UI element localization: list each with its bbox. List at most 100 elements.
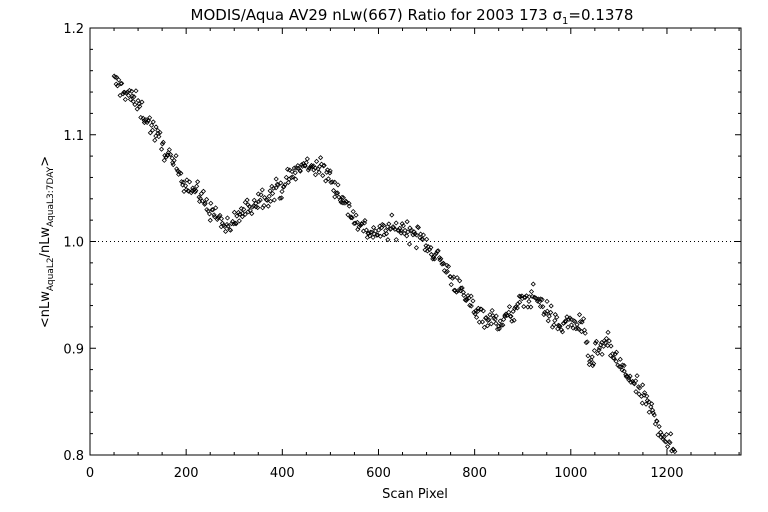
- data-point: [554, 314, 560, 320]
- data-point: [428, 251, 434, 258]
- data-point: [258, 192, 264, 198]
- data-point: [472, 311, 478, 317]
- data-point: [584, 339, 590, 345]
- data-point: [487, 312, 493, 318]
- data-point: [646, 409, 652, 415]
- data-point: [267, 188, 273, 194]
- data-point: [654, 418, 660, 424]
- data-point: [161, 157, 167, 163]
- data-point: [153, 124, 159, 130]
- data-point: [180, 179, 186, 185]
- data-point: [335, 182, 341, 188]
- data-point: [464, 296, 470, 302]
- data-point: [493, 313, 499, 319]
- data-point: [579, 319, 585, 325]
- data-point: [644, 393, 650, 399]
- y-axis-label-lt: <: [38, 317, 53, 328]
- data-point: [278, 180, 284, 186]
- data-point: [132, 102, 138, 108]
- data-point: [332, 179, 338, 185]
- data-point: [528, 289, 535, 295]
- data-point: [116, 77, 122, 83]
- data-point: [339, 194, 345, 200]
- data-point: [153, 133, 159, 139]
- data-point: [526, 298, 532, 304]
- data-point: [656, 423, 662, 430]
- data-point: [557, 323, 563, 329]
- data-point: [249, 204, 256, 210]
- data-point: [612, 351, 618, 357]
- x-tick-label: 1200: [650, 466, 683, 481]
- y-tick-label: 1.1: [63, 129, 84, 144]
- data-point: [492, 316, 498, 322]
- data-point: [150, 127, 156, 133]
- data-point: [353, 212, 359, 218]
- data-point: [256, 198, 262, 205]
- data-point: [199, 198, 205, 204]
- data-point: [214, 216, 220, 222]
- data-point: [512, 305, 518, 312]
- data-point: [668, 431, 674, 437]
- data-point: [150, 119, 156, 125]
- data-point: [411, 229, 417, 235]
- data-point: [648, 404, 654, 410]
- data-point: [224, 215, 231, 221]
- data-point: [613, 349, 620, 355]
- data-point: [585, 353, 591, 359]
- data-point: [523, 293, 530, 299]
- data-point: [493, 320, 499, 326]
- data-point: [381, 232, 387, 238]
- chart-title-main: MODIS/Aqua AV29 nLw(667) Ratio for 2003 …: [191, 6, 553, 24]
- data-point: [125, 92, 132, 98]
- data-point: [236, 218, 242, 224]
- data-point: [655, 432, 661, 438]
- data-point: [165, 152, 171, 158]
- x-axis: 0 200 400 600 800 1000 1200: [86, 28, 740, 481]
- data-point: [398, 228, 404, 234]
- data-point: [374, 232, 380, 238]
- data-point: [568, 316, 574, 322]
- data-point: [207, 217, 213, 223]
- x-tick-label: 600: [366, 466, 391, 481]
- chart-title: MODIS/Aqua AV29 nLw(667) Ratio for 2003 …: [191, 6, 634, 27]
- data-point: [376, 227, 382, 233]
- data-point: [302, 163, 308, 169]
- data-point: [402, 227, 408, 233]
- data-point: [312, 172, 319, 178]
- data-point: [147, 115, 153, 121]
- data-point: [318, 155, 324, 161]
- data-point: [287, 167, 293, 173]
- data-point: [591, 348, 598, 354]
- data-point: [283, 174, 289, 180]
- data-point: [233, 221, 239, 227]
- data-point: [449, 275, 456, 281]
- data-point: [669, 448, 675, 454]
- data-point: [606, 338, 612, 344]
- data-point: [279, 188, 285, 195]
- data-point: [223, 228, 229, 235]
- data-point: [321, 162, 327, 168]
- data-point: [383, 231, 390, 237]
- data-point: [552, 317, 558, 324]
- data-point: [131, 94, 137, 100]
- data-point: [346, 200, 352, 206]
- data-point: [409, 227, 415, 233]
- data-point: [400, 223, 406, 229]
- data-point: [371, 225, 377, 231]
- data-point: [112, 74, 118, 80]
- data-point: [340, 195, 346, 201]
- data-point: [448, 282, 454, 288]
- data-point: [237, 211, 243, 217]
- data-point: [619, 362, 626, 368]
- data-point: [354, 219, 360, 225]
- data-point: [167, 151, 174, 158]
- data-point: [581, 316, 587, 322]
- data-point: [362, 217, 368, 224]
- plot-frame: [89, 27, 742, 456]
- data-point: [187, 179, 193, 185]
- data-point: [489, 307, 495, 314]
- data-point: [375, 232, 381, 238]
- data-point: [649, 401, 655, 407]
- data-point: [643, 401, 649, 407]
- data-point: [224, 221, 230, 228]
